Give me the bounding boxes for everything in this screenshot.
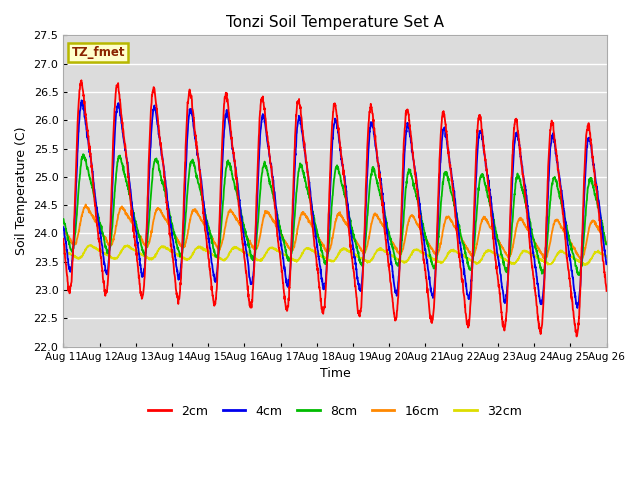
2cm xyxy=(363,169,371,175)
2cm xyxy=(60,236,67,241)
32cm xyxy=(351,252,358,258)
Legend: 2cm, 4cm, 8cm, 16cm, 32cm: 2cm, 4cm, 8cm, 16cm, 32cm xyxy=(143,400,527,423)
8cm xyxy=(60,216,67,222)
Y-axis label: Soil Temperature (C): Soil Temperature (C) xyxy=(15,127,28,255)
2cm xyxy=(351,276,358,281)
8cm xyxy=(79,151,87,157)
4cm xyxy=(555,170,563,176)
4cm xyxy=(211,276,219,281)
16cm xyxy=(60,226,67,231)
Line: 2cm: 2cm xyxy=(63,80,607,336)
8cm xyxy=(603,241,611,247)
4cm xyxy=(570,285,578,291)
8cm xyxy=(575,272,583,278)
8cm xyxy=(493,234,500,240)
2cm xyxy=(570,315,578,321)
8cm xyxy=(351,237,358,243)
32cm xyxy=(570,255,578,261)
32cm xyxy=(555,250,563,255)
32cm xyxy=(60,247,67,253)
Line: 16cm: 16cm xyxy=(63,204,607,259)
32cm xyxy=(603,254,611,260)
4cm xyxy=(60,224,67,230)
2cm xyxy=(555,173,563,179)
16cm xyxy=(363,245,371,251)
2cm xyxy=(603,288,611,294)
16cm xyxy=(351,237,358,243)
4cm xyxy=(363,189,371,195)
8cm xyxy=(555,190,563,196)
16cm xyxy=(82,202,90,207)
2cm xyxy=(77,77,85,83)
8cm xyxy=(211,251,219,257)
2cm xyxy=(493,269,500,275)
Text: TZ_fmet: TZ_fmet xyxy=(72,46,125,59)
32cm xyxy=(493,251,500,257)
16cm xyxy=(603,240,611,246)
32cm xyxy=(87,242,95,248)
8cm xyxy=(570,254,578,260)
16cm xyxy=(555,219,563,225)
X-axis label: Time: Time xyxy=(319,367,350,380)
4cm xyxy=(78,97,86,103)
Line: 32cm: 32cm xyxy=(63,245,607,265)
16cm xyxy=(570,244,578,250)
Line: 4cm: 4cm xyxy=(63,100,607,308)
Line: 8cm: 8cm xyxy=(63,154,607,275)
16cm xyxy=(211,240,219,246)
4cm xyxy=(603,262,611,267)
8cm xyxy=(363,227,371,233)
32cm xyxy=(581,262,589,268)
Title: Tonzi Soil Temperature Set A: Tonzi Soil Temperature Set A xyxy=(226,15,444,30)
16cm xyxy=(577,256,584,262)
4cm xyxy=(573,305,581,311)
16cm xyxy=(493,235,500,241)
32cm xyxy=(363,259,371,264)
4cm xyxy=(493,247,500,253)
32cm xyxy=(211,254,219,260)
4cm xyxy=(351,254,358,260)
2cm xyxy=(211,299,219,305)
2cm xyxy=(573,334,580,339)
